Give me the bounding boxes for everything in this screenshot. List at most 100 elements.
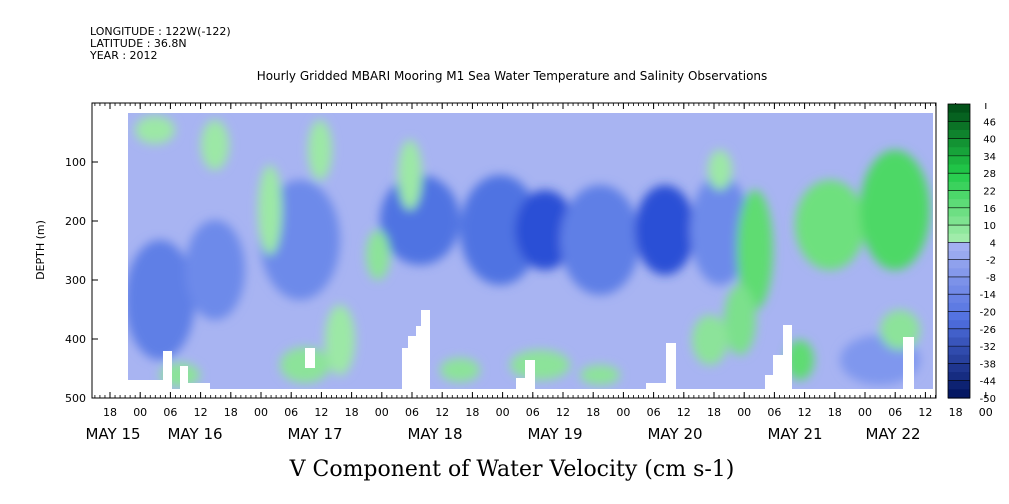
heatmap-region xyxy=(258,165,282,255)
heatmap-region xyxy=(580,365,620,385)
colorbar-tick-label: -38 xyxy=(980,359,996,370)
heatmap-region xyxy=(786,340,814,380)
missing-data-gap xyxy=(416,326,421,389)
x-hour-label: 06 xyxy=(767,406,781,419)
heatmap-region xyxy=(308,120,332,180)
x-hour-label: 00 xyxy=(737,406,751,419)
heatmap-region xyxy=(440,358,480,382)
missing-data-gap xyxy=(773,355,783,375)
x-hour-label: 06 xyxy=(888,406,902,419)
heatmap-region xyxy=(201,120,229,170)
heatmap-region xyxy=(795,180,865,270)
colorbar-band xyxy=(948,285,970,295)
colorbar-band xyxy=(948,259,970,269)
colorbar-band xyxy=(948,104,970,114)
x-hour-label: 06 xyxy=(284,406,298,419)
x-hour-label: 18 xyxy=(345,406,359,419)
x-hour-label: 00 xyxy=(133,406,147,419)
x-hour-label: 00 xyxy=(254,406,268,419)
colorbar-tick-label: -8 xyxy=(986,273,996,284)
missing-data-gap xyxy=(783,325,792,389)
heatmap-region xyxy=(515,190,575,270)
y-tick-label: 200 xyxy=(65,215,86,228)
missing-data-gap xyxy=(128,380,163,389)
colorbar-tick-label: -44 xyxy=(980,377,996,388)
colorbar-band xyxy=(948,173,970,183)
minor-ticks xyxy=(94,103,936,398)
heatmap-region xyxy=(690,175,750,285)
x-hour-label: 18 xyxy=(465,406,479,419)
y-axis-label: DEPTH (m) xyxy=(34,220,47,280)
colorbar: 46 40 34 28 22 16 10 4 -2 -8 -14 -20 -26 -32 -38 -44 -50 xyxy=(947,103,996,405)
x-hour-label: 18 xyxy=(103,406,117,419)
heatmap-region xyxy=(708,150,732,190)
x-axis-day-labels: MAY 15 MAY 16 MAY 17 MAY 18 MAY 19 MAY 20 MAY … xyxy=(85,425,920,443)
colorbar-band xyxy=(948,380,970,390)
x-hour-label: 18 xyxy=(828,406,842,419)
heatmap-region xyxy=(724,285,756,355)
colorbar-band xyxy=(948,363,970,373)
x-hour-label: 18 xyxy=(707,406,721,419)
heatmap-region xyxy=(460,175,540,285)
x-hour-label: 12 xyxy=(677,406,691,419)
x-hour-label: 18 xyxy=(586,406,600,419)
colorbar-tick-label: 10 xyxy=(983,221,996,232)
x-hour-label: 00 xyxy=(979,406,993,419)
x-hour-label: 18 xyxy=(949,406,963,419)
year-label: YEAR : 2012 xyxy=(89,49,158,62)
colorbar-tick-label: 16 xyxy=(983,204,996,215)
missing-data-gap xyxy=(180,366,188,389)
heatmap-region xyxy=(510,350,570,380)
colorbar-band xyxy=(948,207,970,218)
x-hour-label: 12 xyxy=(918,406,932,419)
y-tick-label: 500 xyxy=(65,392,86,405)
colorbar-tick-label: 28 xyxy=(983,169,996,180)
heatmap-region xyxy=(737,190,773,310)
missing-data-gaps xyxy=(128,310,914,389)
heatmap-region xyxy=(128,240,195,360)
colorbar-band xyxy=(948,112,970,122)
colorbar-tick-label: 40 xyxy=(983,135,996,146)
missing-data-gap xyxy=(516,378,528,389)
colorbar-band xyxy=(948,155,970,166)
colorbar-band xyxy=(948,276,970,287)
y-tick-label: 300 xyxy=(65,274,86,287)
x-day-label: MAY 18 xyxy=(407,425,462,443)
colorbar-band xyxy=(948,138,970,148)
colorbar-band xyxy=(948,268,970,278)
heatmap-field xyxy=(128,113,933,389)
y-tick-label: 100 xyxy=(65,156,86,169)
missing-data-gap xyxy=(402,348,408,389)
colorbar-band xyxy=(948,190,970,200)
x-hour-label: 06 xyxy=(526,406,540,419)
missing-data-gap xyxy=(163,351,172,389)
colorbar-band xyxy=(948,181,970,192)
heatmap-region xyxy=(185,220,245,320)
colorbar-band xyxy=(948,199,970,209)
x-axis-label: V Component of Water Velocity (cm s-1) xyxy=(289,457,735,482)
missing-data-gap xyxy=(188,383,210,389)
colorbar-band xyxy=(948,320,970,330)
heatmap-region xyxy=(366,230,390,280)
heatmap-region xyxy=(860,150,930,270)
colorbar-band xyxy=(948,129,970,140)
colorbar-tick-label: 34 xyxy=(983,152,996,163)
colorbar-band xyxy=(948,354,970,365)
x-day-label: MAY 20 xyxy=(647,425,702,443)
x-hour-label: 12 xyxy=(798,406,812,419)
chart-title: Hourly Gridded MBARI Mooring M1 Sea Wate… xyxy=(257,69,768,83)
x-hour-label: 12 xyxy=(556,406,570,419)
colorbar-band xyxy=(948,328,970,339)
missing-data-gap xyxy=(765,375,783,389)
missing-data-gap xyxy=(421,310,430,389)
colorbar-band xyxy=(948,302,970,313)
colorbar-band xyxy=(948,251,970,261)
colorbar-band xyxy=(948,389,970,399)
colorbar-band xyxy=(948,242,970,252)
colorbar-band xyxy=(948,233,970,243)
colorbar-band xyxy=(948,372,970,382)
x-axis-hour-ticks: 18 00 06 12 18 00 06 12 18 00 06 12 18 00 06 12 18 00 06 12… xyxy=(103,103,993,419)
y-tick-label: 400 xyxy=(65,333,86,346)
colorbar-tick-label: -32 xyxy=(980,342,996,353)
colorbar-tick-label: 46 xyxy=(983,117,996,128)
